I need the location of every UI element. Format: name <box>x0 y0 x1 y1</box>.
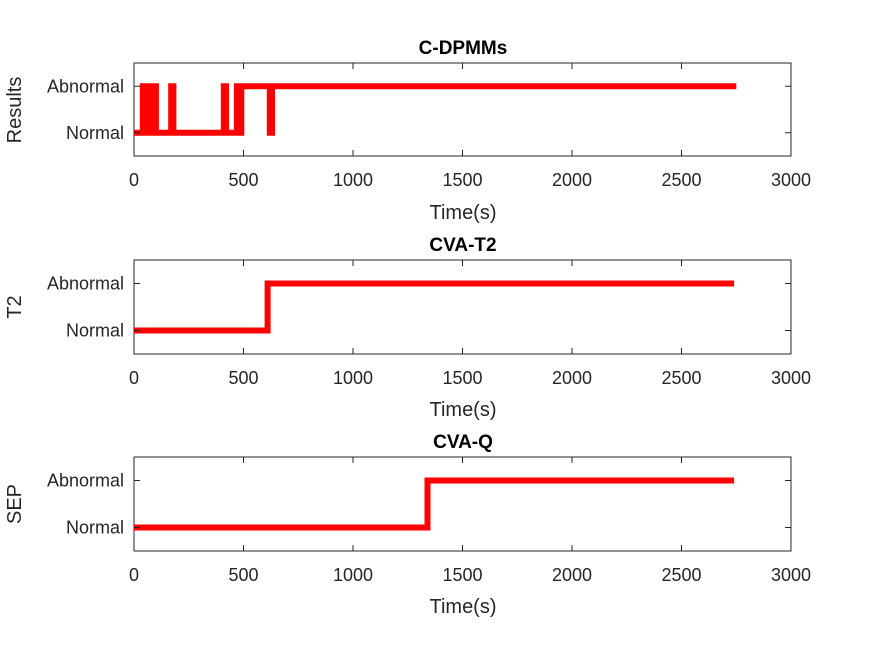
x-tick-label: 1000 <box>333 565 373 585</box>
x-axis-label: Time(s) <box>429 202 496 224</box>
series-line <box>134 83 737 136</box>
subplot-cva-t2: CVA-T2 0 500 1000 1500 2000 2500 3000 Normal Ab… <box>4 235 811 421</box>
x-tick-label: 0 <box>129 170 139 190</box>
x-tick-label: 2000 <box>552 170 592 190</box>
series-layer <box>134 477 735 531</box>
y-tick-label: Normal <box>66 123 124 143</box>
plot-frame <box>133 62 792 157</box>
y-axis-label: Results <box>4 77 26 144</box>
x-tick-label: 2500 <box>661 170 701 190</box>
y-tick-label: Abnormal <box>47 76 124 96</box>
series-layer <box>134 280 735 334</box>
x-tick-label: 0 <box>129 368 139 388</box>
x-tick-label: 1000 <box>333 170 373 190</box>
x-tick-label: 1500 <box>442 565 482 585</box>
chart-title: C-DPMMs <box>419 38 508 59</box>
plot-frame <box>133 259 792 355</box>
x-tick-label: 3000 <box>771 170 811 190</box>
y-tick-label: Normal <box>66 321 124 341</box>
y-tick-label: Abnormal <box>47 471 124 491</box>
x-tick-label: 2000 <box>552 565 592 585</box>
x-axis-label: Time(s) <box>429 596 496 618</box>
x-tick-label: 2500 <box>661 368 701 388</box>
y-ticks: Normal Abnormal <box>47 76 791 143</box>
x-tick-label: 2000 <box>552 368 592 388</box>
series-line <box>134 477 735 531</box>
x-tick-label: 1500 <box>442 368 482 388</box>
y-tick-label: Normal <box>66 518 124 538</box>
series-layer <box>134 83 737 136</box>
plot-frame <box>133 456 792 552</box>
x-tick-label: 500 <box>228 368 258 388</box>
subplot-c-dpmms: C-DPMMs 0 500 1000 1500 2000 2500 3000 Normal A… <box>4 38 811 224</box>
x-tick-label: 1000 <box>333 368 373 388</box>
chart-title: CVA-Q <box>433 432 493 453</box>
x-tick-label: 3000 <box>771 368 811 388</box>
y-ticks: Normal Abnormal <box>47 471 791 538</box>
x-ticks: 0 500 1000 1500 2000 2500 3000 <box>129 457 811 585</box>
x-ticks: 0 500 1000 1500 2000 2500 3000 <box>129 63 811 190</box>
y-axis-label: T2 <box>4 295 26 318</box>
subplot-cva-q: CVA-Q 0 500 1000 1500 2000 2500 3000 Normal Abn… <box>4 432 811 618</box>
x-tick-label: 500 <box>228 170 258 190</box>
y-tick-label: Abnormal <box>47 274 124 294</box>
x-tick-label: 0 <box>129 565 139 585</box>
x-tick-label: 2500 <box>661 565 701 585</box>
x-tick-label: 1500 <box>442 170 482 190</box>
y-axis-label: SEP <box>4 484 26 524</box>
x-tick-label: 3000 <box>771 565 811 585</box>
chart-title: CVA-T2 <box>429 235 496 256</box>
x-ticks: 0 500 1000 1500 2000 2500 3000 <box>129 260 811 388</box>
x-tick-label: 500 <box>228 565 258 585</box>
series-line <box>134 280 735 334</box>
y-ticks: Normal Abnormal <box>47 274 791 341</box>
x-axis-label: Time(s) <box>429 399 496 421</box>
